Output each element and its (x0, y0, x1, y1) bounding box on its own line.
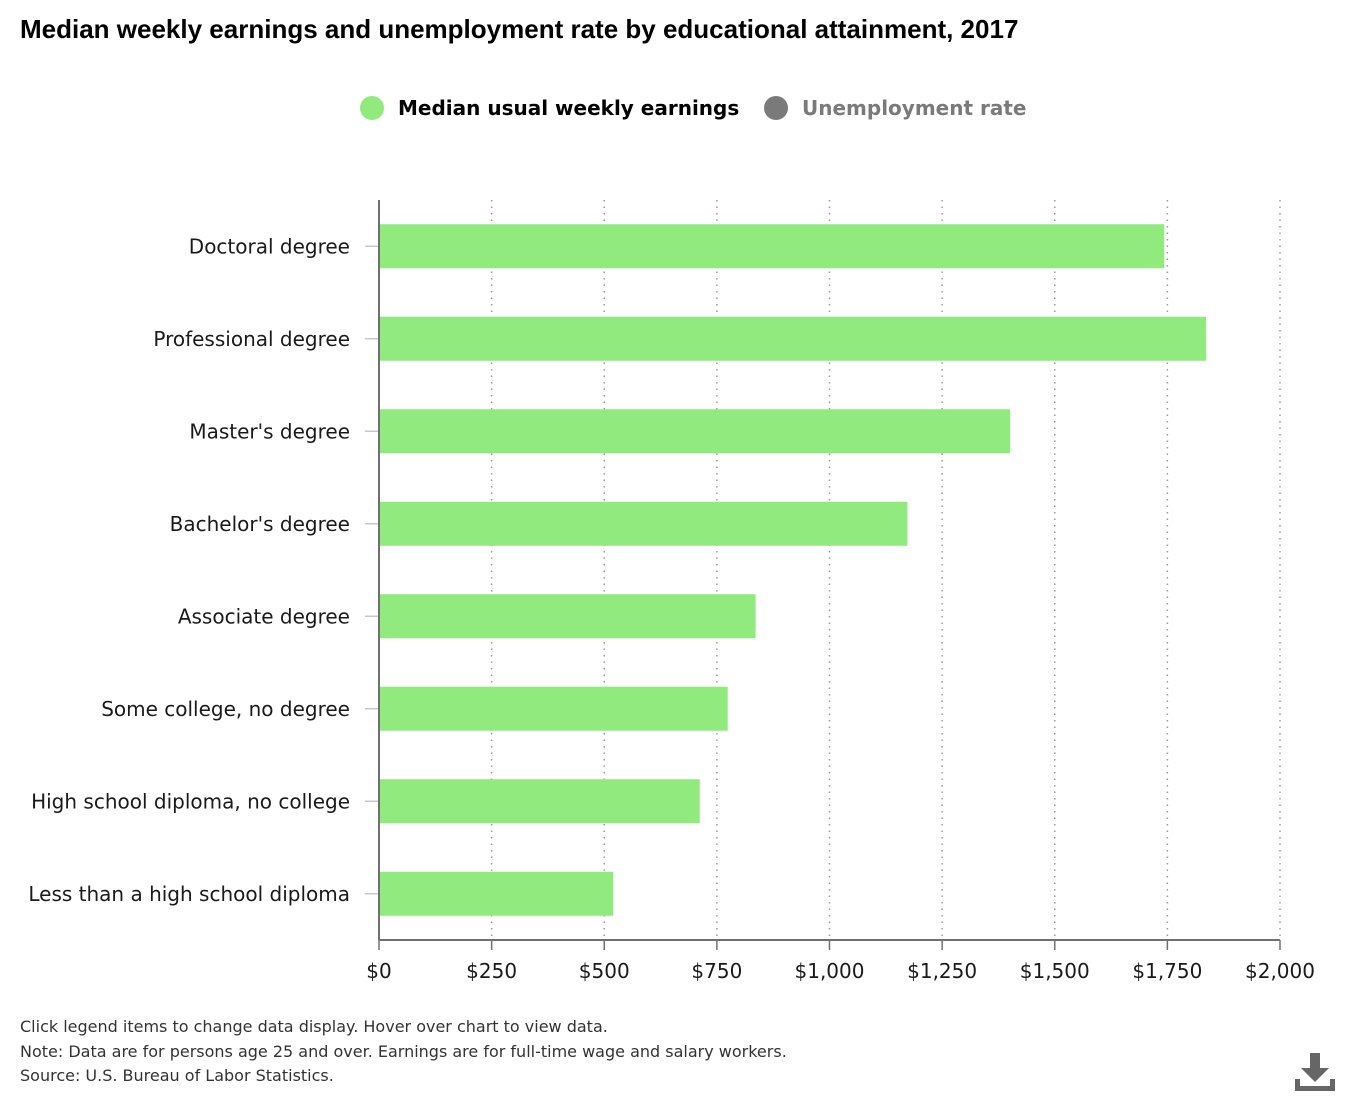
bar-2[interactable] (379, 409, 1011, 454)
download-icon[interactable] (1293, 1050, 1337, 1094)
category-label-3: Bachelor's degree (170, 512, 350, 536)
footer-source: Source: U.S. Bureau of Labor Statistics. (20, 1066, 334, 1085)
bar-6[interactable] (379, 779, 700, 824)
x-tick-label-2: $500 (579, 959, 630, 983)
x-tick-label-4: $1,000 (795, 959, 865, 983)
legend-item-unemployment[interactable]: Unemployment rate (764, 96, 1026, 120)
bar-1[interactable] (379, 316, 1207, 361)
legend: Median usual weekly earnings Unemploymen… (0, 96, 1360, 126)
x-tick-label-8: $2,000 (1245, 959, 1315, 983)
legend-label-earnings: Median usual weekly earnings (398, 96, 740, 120)
category-label-0: Doctoral degree (189, 234, 350, 258)
x-tick-label-1: $250 (466, 959, 517, 983)
category-label-5: Some college, no degree (101, 697, 350, 721)
footer-instructions: Click legend items to change data displa… (20, 1017, 608, 1036)
legend-dot-unemployment (764, 96, 788, 120)
category-label-4: Associate degree (178, 604, 350, 628)
x-tick-label-5: $1,250 (907, 959, 977, 983)
x-tick-label-0: $0 (366, 959, 391, 983)
bar-7[interactable] (379, 871, 614, 916)
x-tick-label-3: $750 (691, 959, 742, 983)
bar-4[interactable] (379, 594, 756, 639)
legend-label-unemployment: Unemployment rate (802, 96, 1027, 120)
chart-title: Median weekly earnings and unemployment … (20, 14, 1019, 44)
chart-footer: Click legend items to change data displa… (20, 1015, 787, 1089)
x-tick-label-6: $1,500 (1020, 959, 1090, 983)
category-label-1: Professional degree (153, 327, 350, 351)
category-label-7: Less than a high school diploma (28, 882, 350, 906)
footer-note: Note: Data are for persons age 25 and ov… (20, 1041, 787, 1061)
bar-0[interactable] (379, 224, 1165, 269)
category-label-2: Master's degree (189, 419, 350, 443)
legend-item-earnings[interactable]: Median usual weekly earnings (360, 96, 739, 120)
bar-3[interactable] (379, 501, 908, 546)
category-label-6: High school diploma, no college (31, 789, 350, 813)
bar-5[interactable] (379, 686, 728, 731)
bar-chart[interactable]: Doctoral degree Professional degree Master… (0, 0, 1360, 1000)
legend-dot-earnings (360, 96, 384, 120)
x-tick-label-7: $1,750 (1132, 959, 1202, 983)
